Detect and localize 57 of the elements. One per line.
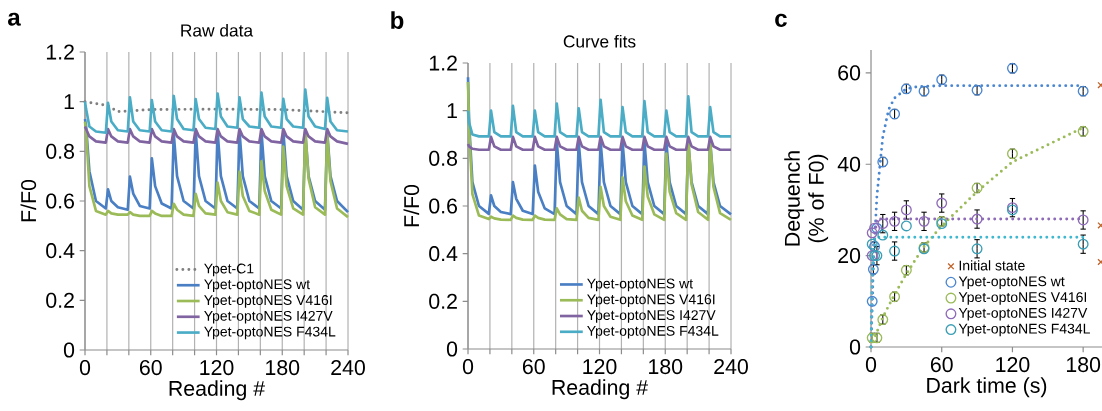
y-tick-label: 0 xyxy=(446,341,458,357)
y-tick-label: 0.2 xyxy=(46,292,74,308)
x-tick-label: 240 xyxy=(714,359,748,375)
text: b xyxy=(391,11,404,29)
y-tick-label: 40 xyxy=(837,156,861,172)
x-tick-label: 60 xyxy=(139,360,162,376)
legend-label: Ypet-optoNES V416I xyxy=(204,295,332,308)
x-axis-title: Reading # xyxy=(169,380,265,401)
y-tick-label: 1 xyxy=(447,103,457,119)
y-tick-label: 1 xyxy=(64,94,74,110)
y-tick-label: 0.4 xyxy=(429,246,458,262)
x-tick-label: 60 xyxy=(930,357,953,373)
y-tick-label: 60 xyxy=(838,65,861,81)
x-tick-label: 60 xyxy=(522,359,545,375)
y-tick-label: 0 xyxy=(63,342,75,358)
chart-title: Curve fits xyxy=(563,34,636,48)
legend-label: Ypet-optoNES wt xyxy=(958,276,1065,290)
x-tick-label: 180 xyxy=(266,360,300,376)
x-tick-label: 180 xyxy=(649,359,683,375)
legend-label: Ypet-optoNES F434L xyxy=(958,323,1090,337)
text: c xyxy=(775,13,787,27)
x-tick-label: 0 xyxy=(79,360,91,376)
legend-label: Ypet-optoNES I427V xyxy=(958,307,1088,321)
y-tick-label: 0.8 xyxy=(46,143,75,159)
y-tick-label: 0 xyxy=(849,339,861,355)
y-tick-label: 1.2 xyxy=(46,44,74,60)
legend-label: Ypet-optoNES I427V xyxy=(204,310,333,324)
y-tick-label: 20 xyxy=(838,248,861,264)
legend-label: Ypet-optoNES F434L xyxy=(204,326,336,340)
x-axis-title: Reading # xyxy=(552,379,648,400)
y-tick-label: 0.6 xyxy=(429,198,458,214)
x-tick-label: 0 xyxy=(865,357,877,373)
x-tick-label: 120 xyxy=(583,359,617,375)
y-tick-label: 1.2 xyxy=(429,55,457,71)
y-axis-title: F/F0 xyxy=(403,184,420,227)
y-tick-label: 0.2 xyxy=(429,293,457,309)
legend-label: Ypet-optoNES V416I xyxy=(587,294,715,308)
x-tick-label: 120 xyxy=(200,360,234,376)
legend-label: Ypet-optoNES V416I xyxy=(958,292,1087,305)
y-axis-title: Dequench (% of F0) xyxy=(784,151,829,246)
y-tick-label: 0.6 xyxy=(46,193,75,209)
y-tick-label: 0.4 xyxy=(46,243,75,259)
legend-label: Ypet-optoNES F434L xyxy=(587,325,719,339)
chart-title: Raw data xyxy=(181,23,254,37)
x-tick-label: 180 xyxy=(1066,357,1101,373)
x-tick-label: 0 xyxy=(462,359,474,375)
text: a xyxy=(8,12,21,26)
legend-label: Ypet-optoNES I427V xyxy=(587,310,716,323)
x-tick-label: 120 xyxy=(996,357,1030,373)
legend-label: Ypet-optoNES wt xyxy=(204,279,310,293)
x-axis-title: Dark time (s) xyxy=(927,377,1047,398)
x-tick-label: 240 xyxy=(331,360,365,376)
legend-label: Ypet-optoNES wt xyxy=(587,278,693,292)
legend-label: Ypet-C1 xyxy=(204,263,254,277)
y-tick-label: 0.8 xyxy=(429,150,458,166)
legend-label: Initial state xyxy=(959,260,1025,271)
y-axis-title: F/F0 xyxy=(20,179,37,222)
